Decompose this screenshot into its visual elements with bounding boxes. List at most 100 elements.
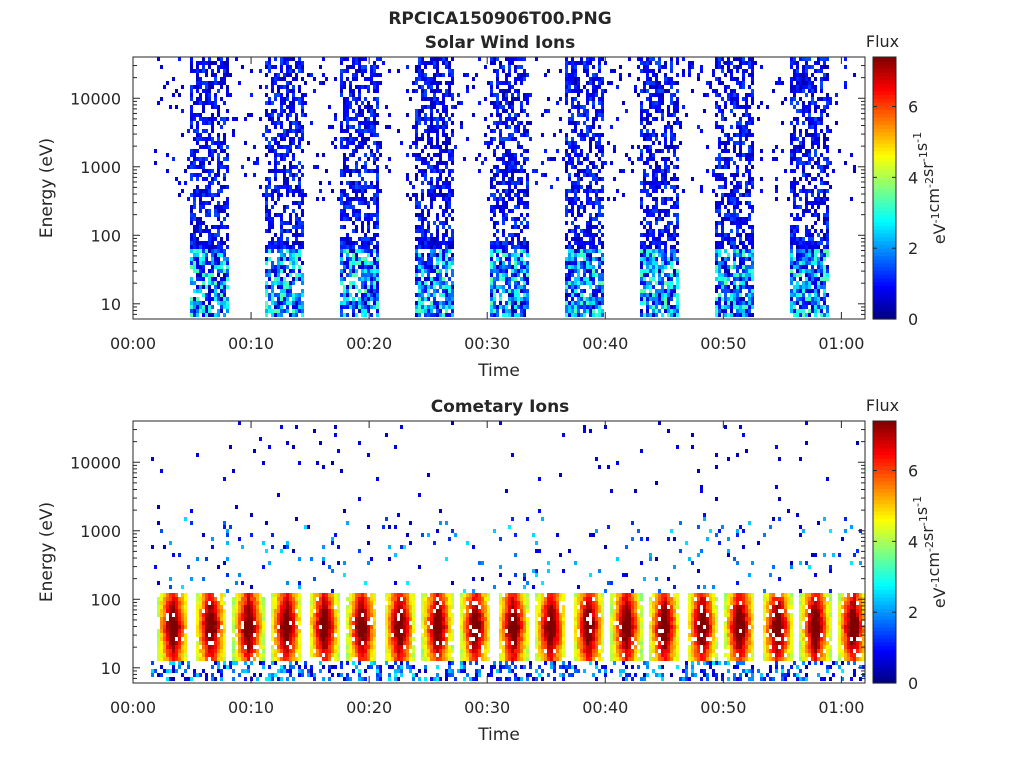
heat-cell [220,237,223,241]
heat-cell [373,121,376,125]
heat-cell [721,221,724,225]
heat-cell [493,281,496,285]
heat-cell [802,89,805,93]
heat-cell [286,153,289,157]
heat-cell [448,205,451,209]
heat-cell [241,65,244,69]
heat-cell [586,133,589,137]
heat-cell [595,165,598,169]
heat-cell [352,261,355,265]
heat-cell [424,205,427,209]
heat-cell [724,285,727,289]
heat-cell [424,177,427,181]
heat-cell [724,105,727,109]
heat-cell [511,313,514,317]
heat-cell [205,209,208,213]
heat-cell [265,129,268,133]
heat-cell [598,249,601,253]
heat-cell [451,233,454,237]
heat-cell [670,253,673,257]
heat-cell [370,133,373,137]
heat-cell [265,113,268,117]
heat-cell [520,57,523,61]
heat-cell [571,141,574,145]
heat-cell [460,125,463,129]
heat-cell [736,269,739,273]
heat-cell [793,229,796,233]
heat-cell [802,301,805,305]
heat-cell [286,293,289,297]
heat-cell [601,297,604,301]
heat-cell [349,201,352,205]
heat-cell [652,189,655,193]
heat-cell [796,117,799,121]
heat-cell [283,185,286,189]
heat-cell [727,197,730,201]
heat-cell [418,65,421,69]
heat-cell [283,297,286,301]
heat-cell [550,185,553,189]
heat-cell [664,161,667,165]
heat-cell [505,169,508,173]
heat-cell [292,137,295,141]
heat-cell [373,157,376,161]
heat-cell [511,109,514,113]
heat-cell [352,273,355,277]
heat-cell [700,69,703,73]
heat-cell [439,313,442,317]
heat-cell [736,57,739,61]
heat-cell [751,149,754,153]
heat-cell [613,197,616,201]
heat-cell [523,313,526,317]
heat-cell [775,185,778,189]
heat-cell [574,281,577,285]
heat-cell [490,257,493,261]
heat-cell [358,89,361,93]
heat-cell [580,205,583,209]
heat-cell [442,181,445,185]
heat-cell [451,241,454,245]
heat-cell [802,245,805,249]
heat-cell [751,141,754,145]
heat-cell [301,277,304,281]
heat-cell [589,213,592,217]
heat-cell [430,233,433,237]
heat-cell [649,157,652,161]
heat-cell [643,241,646,245]
heat-cell [451,293,454,297]
heat-cell [655,297,658,301]
heat-cell [817,97,820,101]
heat-cell [304,113,307,117]
heat-cell [295,253,298,257]
heat-cell [361,141,364,145]
heat-cell [505,153,508,157]
heat-cell [211,281,214,285]
heat-cell [799,145,802,149]
heat-cell [673,253,676,257]
heat-cell [265,309,268,313]
heat-cell [553,133,556,137]
heat-cell [214,105,217,109]
heat-cell [757,105,760,109]
heat-cell [430,181,433,185]
heat-cell [244,141,247,145]
heat-cell [751,249,754,253]
heat-cell [697,77,700,81]
heat-cell [193,245,196,249]
heat-cell [802,169,805,173]
heat-cell [442,209,445,213]
heat-cell [817,157,820,161]
heat-cell [445,89,448,93]
heat-cell [811,125,814,129]
heat-cell [502,209,505,213]
heat-cell [508,117,511,121]
heat-cell [343,225,346,229]
heat-cell [205,249,208,253]
heat-cell [793,185,796,189]
heat-cell [280,293,283,297]
heat-cell [667,293,670,297]
heat-cell [202,281,205,285]
heat-cell [736,65,739,69]
heat-cell [205,73,208,77]
heat-cell [814,229,817,233]
